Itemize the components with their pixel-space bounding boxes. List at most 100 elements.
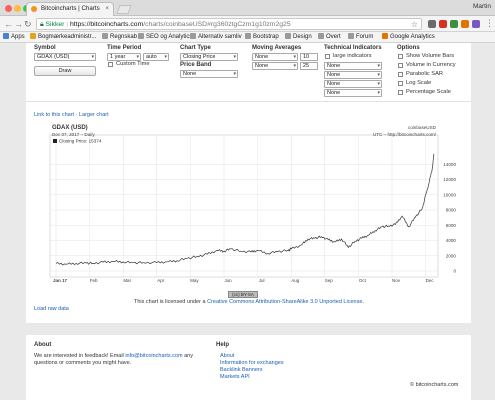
back-icon[interactable]: ← [4, 19, 13, 29]
moving-average-type-select[interactable]: None [252, 53, 298, 61]
bookmark-item[interactable]: Alternativ samliv [190, 33, 242, 42]
browser-tab[interactable]: Bitcoincharts | Charts × [26, 2, 114, 16]
x-tick-label: Jan 17 [53, 278, 68, 283]
chart-timezone: UTC – http://bitcoincharts.com/ [373, 132, 437, 137]
bookmark-label: Bogmærkeadministr... [38, 34, 97, 40]
indicator-select[interactable]: None [324, 71, 382, 79]
forward-icon[interactable]: → [14, 19, 23, 29]
close-window-button[interactable] [5, 5, 12, 12]
volume-in-currency-checkbox[interactable] [398, 63, 403, 68]
extension-icon[interactable] [439, 20, 447, 28]
bookmark-item[interactable]: Design [285, 33, 312, 42]
bookmark-label: Regnskab [110, 34, 138, 40]
chart-symbol: GDAX (USD) [52, 125, 88, 131]
moving-average-period-input[interactable]: 10 [300, 53, 318, 61]
analytics-icon [382, 33, 388, 39]
help-link-about[interactable]: About [220, 353, 235, 359]
bookmark-apps[interactable]: Apps [3, 33, 25, 42]
bookmark-item[interactable]: Overt [318, 33, 341, 42]
link-to-chart[interactable]: Link to this chart [34, 112, 75, 118]
address-bar[interactable]: 🔒︎ Sikker | https://bitcoincharts.com/ch… [36, 18, 422, 30]
chart-date-line: Dec 07, 2017 – Daily [52, 132, 95, 137]
close-tab-icon[interactable]: × [105, 6, 109, 12]
x-axis-ticks: Jan 17 Feb Mar Apr May Jun Jul Aug Sep Oct Nov Dec [53, 278, 434, 283]
y-tick-label: 14000 [443, 162, 456, 167]
cc-license-badge[interactable]: (cc) BY-SA [228, 291, 258, 298]
bookmark-item[interactable]: SEO og Analytics [138, 33, 192, 42]
bookmarks-bar: Apps Bogmærkeadministr... Regnskab SEO o… [0, 32, 495, 43]
license-text: This chart is licensed under a Creative … [134, 299, 364, 305]
y-tick-label: 0 [453, 269, 456, 274]
y-tick-label: 4000 [446, 238, 457, 243]
help-link-markets-api[interactable]: Markets API [220, 374, 250, 380]
folder-icon [318, 33, 324, 39]
chart-type-label: Chart Type [180, 45, 211, 51]
custom-time-checkbox[interactable] [108, 62, 113, 67]
percentage-scale-checkbox[interactable] [398, 90, 403, 95]
apps-grid-icon [3, 33, 9, 39]
bookmark-star-icon[interactable]: ☆ [410, 20, 418, 29]
draw-button[interactable]: Draw [34, 66, 96, 76]
option-label: Volume in Currency [406, 62, 456, 68]
bookmark-item[interactable]: Bogmærkeadministr... [30, 33, 96, 42]
legend-swatch [53, 139, 57, 143]
bookmark-item[interactable]: Regnskab [102, 33, 137, 42]
reload-icon[interactable]: ↻ [24, 19, 32, 29]
time-period-select[interactable]: 1 year [107, 53, 141, 61]
y-tick-label: 12000 [443, 177, 456, 182]
parabolic-sar-checkbox[interactable] [398, 72, 403, 77]
y-tick-label: 2000 [446, 253, 457, 258]
closing-price-line [55, 153, 435, 266]
indicator-select[interactable]: None [324, 62, 382, 70]
help-link-backlink-banners[interactable]: Backlink Banners [220, 367, 263, 373]
indicator-select[interactable]: None [324, 89, 382, 97]
x-tick-label: Apr [157, 278, 165, 283]
menu-icon[interactable]: ⋮ [485, 18, 494, 28]
bookmark-item[interactable]: Bootstrap [245, 33, 279, 42]
x-tick-label: Aug [291, 278, 300, 283]
feedback-email-link[interactable]: info@bitcoincharts.com [125, 353, 183, 359]
extension-icon[interactable] [472, 20, 480, 28]
bitcoin-favicon-icon [31, 6, 37, 12]
bookmark-item[interactable]: Google Analytics [382, 33, 435, 42]
load-raw-data-link[interactable]: Load raw data [34, 306, 69, 312]
lock-icon: 🔒︎ [40, 21, 44, 28]
y-axis-ticks: 0 2000 4000 6000 8000 10000 12000 14000 [443, 162, 456, 274]
window-titlebar: Bitcoincharts | Charts × Martin [0, 0, 495, 16]
time-step-select[interactable]: auto [143, 53, 169, 61]
url-host: https://bitcoincharts.com [69, 21, 144, 28]
extension-icon[interactable] [450, 20, 458, 28]
price-chart: Jan 17 Feb Mar Apr May Jun Jul Aug Sep Oct Nov Dec … [49, 125, 456, 283]
chart-type-select[interactable]: Closing Price [180, 53, 238, 61]
divider [26, 101, 471, 102]
indicator-select[interactable]: None [324, 80, 382, 88]
price-band-select[interactable]: None [180, 70, 238, 78]
extension-icon[interactable] [461, 20, 469, 28]
option-label: Percentage Scale [406, 89, 451, 95]
bookmark-item[interactable]: Forum [348, 33, 373, 42]
about-text-2: any [184, 353, 193, 359]
folder-icon [138, 33, 144, 39]
profile-name[interactable]: Martin [472, 3, 491, 10]
moving-average-type-select[interactable]: None [252, 62, 298, 70]
x-tick-label: Oct [359, 278, 367, 283]
help-link-exchanges[interactable]: Information for exchanges [220, 360, 284, 366]
license-link[interactable]: Creative Commons Attribution-ShareAlike … [207, 299, 363, 305]
option-label: Log Scale [406, 80, 432, 86]
folder-icon [102, 33, 108, 39]
page-content: Symbol GDAX (USD) Draw Time Period 1 yea… [26, 43, 471, 400]
log-scale-checkbox[interactable] [398, 81, 403, 86]
folder-icon [348, 33, 354, 39]
about-heading: About [34, 342, 52, 348]
larger-chart-link[interactable]: Larger chart [78, 112, 109, 118]
new-tab-button[interactable] [116, 5, 132, 14]
moving-average-period-input[interactable]: 25 [300, 62, 318, 70]
minimize-window-button[interactable] [14, 5, 21, 12]
x-tick-label: Dec [426, 278, 435, 283]
chart-source: coinbaseUSD [408, 125, 437, 130]
browser-toolbar: ← → ↻ 🔒︎ Sikker | https://bitcoincharts.… [0, 16, 495, 32]
extension-icon[interactable] [428, 20, 436, 28]
large-indicators-checkbox[interactable] [325, 54, 330, 59]
symbol-select[interactable]: GDAX (USD) [34, 53, 96, 61]
show-volume-bars-checkbox[interactable] [398, 54, 403, 59]
